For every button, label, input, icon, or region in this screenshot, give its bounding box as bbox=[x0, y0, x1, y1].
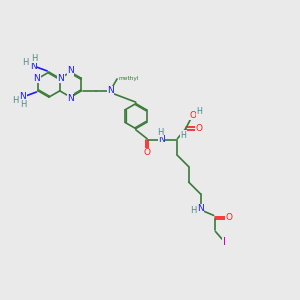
Text: H: H bbox=[20, 100, 26, 109]
Text: N: N bbox=[34, 74, 40, 83]
Text: O: O bbox=[225, 213, 232, 222]
Text: N: N bbox=[107, 86, 114, 95]
Text: N: N bbox=[67, 94, 74, 103]
Text: N: N bbox=[67, 66, 74, 75]
Text: H: H bbox=[31, 54, 37, 63]
Text: H: H bbox=[22, 58, 29, 67]
Text: N: N bbox=[30, 62, 37, 71]
Text: H: H bbox=[12, 96, 18, 105]
Text: N: N bbox=[197, 204, 204, 213]
Text: methyl: methyl bbox=[118, 76, 139, 81]
Text: N: N bbox=[58, 74, 64, 83]
Text: N: N bbox=[19, 92, 26, 101]
Text: I: I bbox=[223, 237, 226, 247]
Text: N: N bbox=[158, 135, 165, 144]
Text: O: O bbox=[190, 111, 197, 120]
Text: O: O bbox=[144, 148, 151, 158]
Text: H: H bbox=[158, 128, 164, 137]
Text: O: O bbox=[195, 124, 202, 133]
Text: H: H bbox=[196, 107, 202, 116]
Text: H: H bbox=[180, 130, 186, 140]
Text: H: H bbox=[190, 206, 196, 214]
